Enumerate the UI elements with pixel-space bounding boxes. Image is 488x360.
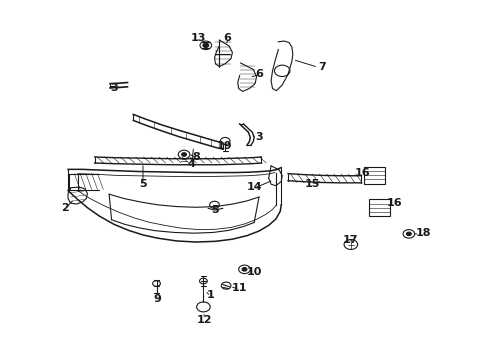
Text: 12: 12 <box>197 315 212 325</box>
Text: 13: 13 <box>190 33 206 43</box>
Text: 16: 16 <box>386 198 401 208</box>
Text: 9: 9 <box>153 294 161 304</box>
Circle shape <box>242 267 246 271</box>
Text: 4: 4 <box>187 159 195 169</box>
Text: 8: 8 <box>192 152 200 162</box>
Circle shape <box>181 153 186 156</box>
Text: 3: 3 <box>110 83 118 93</box>
Text: 17: 17 <box>343 235 358 245</box>
Bar <box>364 167 384 184</box>
Text: 6: 6 <box>255 69 263 79</box>
Text: 11: 11 <box>231 283 247 293</box>
Circle shape <box>203 43 208 48</box>
Text: 10: 10 <box>246 267 261 277</box>
Text: 16: 16 <box>354 168 370 178</box>
Text: 1: 1 <box>206 290 214 300</box>
Text: 5: 5 <box>139 179 146 189</box>
Text: 6: 6 <box>223 33 231 43</box>
Text: 19: 19 <box>216 141 231 151</box>
Text: 2: 2 <box>61 203 68 213</box>
Text: 5: 5 <box>211 205 219 215</box>
Circle shape <box>406 232 410 236</box>
Text: 15: 15 <box>304 179 319 189</box>
Text: 18: 18 <box>415 228 430 238</box>
Text: 14: 14 <box>246 182 262 192</box>
Text: 3: 3 <box>255 132 262 143</box>
Bar <box>368 199 389 216</box>
Text: 7: 7 <box>317 62 325 72</box>
